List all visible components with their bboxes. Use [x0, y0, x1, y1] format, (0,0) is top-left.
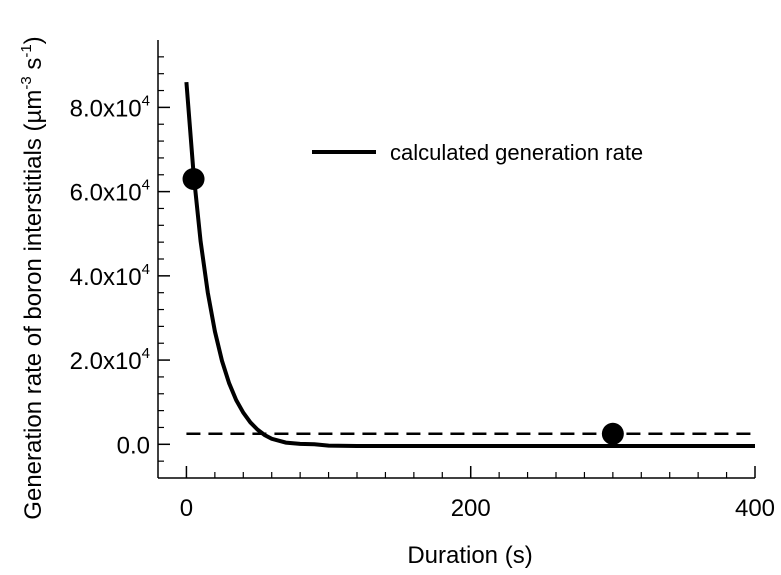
- y-axis-title-exp1: -3: [18, 76, 35, 89]
- y-axis-title-exp2: -1: [18, 44, 35, 57]
- x-axis-title: Duration (s): [407, 542, 532, 569]
- y-axis-title-end: ): [20, 36, 47, 44]
- y-axis-title: Generation rate of boron interstitials (…: [18, 36, 47, 519]
- y-tick-label: 6.0x104: [70, 177, 150, 207]
- x-tick-label: 0: [180, 495, 193, 522]
- x-tick-label: 400: [735, 495, 775, 522]
- y-axis-title-main: Generation rate of boron interstitials (…: [20, 90, 47, 520]
- x-axis-ticks: 0 200 400: [180, 466, 775, 522]
- data-points: [182, 167, 624, 445]
- y-axis-title-middle: s: [20, 58, 47, 77]
- data-point: [601, 422, 624, 445]
- y-tick-label: 4.0x104: [70, 261, 150, 291]
- y-tick-label: 8.0x104: [70, 92, 150, 122]
- y-axis-ticks: 0.0 2.0x104 4.0x104 6.0x104 8.0x104: [70, 56, 170, 462]
- series-line-calculated-generation-rate: [184, 81, 755, 448]
- legend: calculated generation rate: [312, 140, 643, 165]
- y-tick-label: 0.0: [117, 432, 150, 459]
- y-tick-label: 2.0x104: [70, 345, 150, 375]
- legend-label: calculated generation rate: [390, 140, 643, 165]
- data-point: [182, 167, 205, 190]
- x-tick-label: 200: [451, 495, 491, 522]
